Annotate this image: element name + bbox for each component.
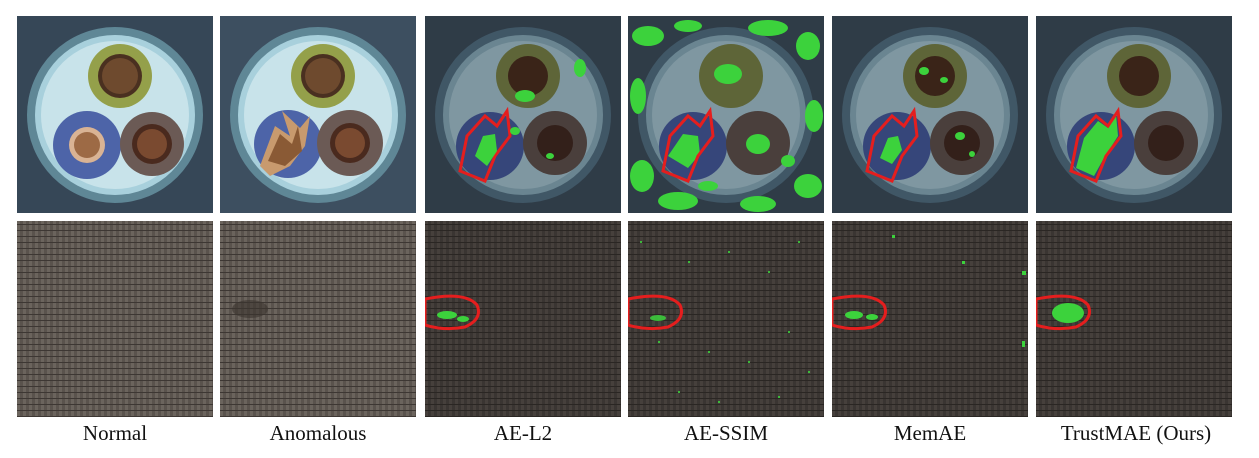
carpet-trustmae-result bbox=[1036, 221, 1232, 417]
caption-trustmae: TrustMAE (Ours) bbox=[1060, 421, 1212, 445]
caption-ae-ssim: AE-SSIM bbox=[683, 421, 768, 445]
carpet-ae-l2-result bbox=[425, 221, 621, 417]
cable-memae-result bbox=[832, 16, 1028, 213]
caption-normal: Normal bbox=[82, 421, 148, 445]
caption-anomalous: Anomalous bbox=[269, 421, 367, 445]
carpet-ae-ssim-result bbox=[628, 221, 824, 417]
caption-ae-l2: AE-L2 bbox=[493, 421, 553, 445]
cable-anomalous-image bbox=[220, 16, 416, 213]
cable-ae-ssim-result bbox=[628, 16, 824, 213]
caption-memae: MemAE bbox=[893, 421, 967, 445]
cable-normal-image bbox=[17, 16, 213, 213]
carpet-normal-image bbox=[17, 221, 213, 417]
carpet-memae-result bbox=[832, 221, 1028, 417]
cable-trustmae-result bbox=[1036, 16, 1232, 213]
cable-ae-l2-result bbox=[425, 16, 621, 213]
carpet-anomalous-image bbox=[220, 221, 416, 417]
